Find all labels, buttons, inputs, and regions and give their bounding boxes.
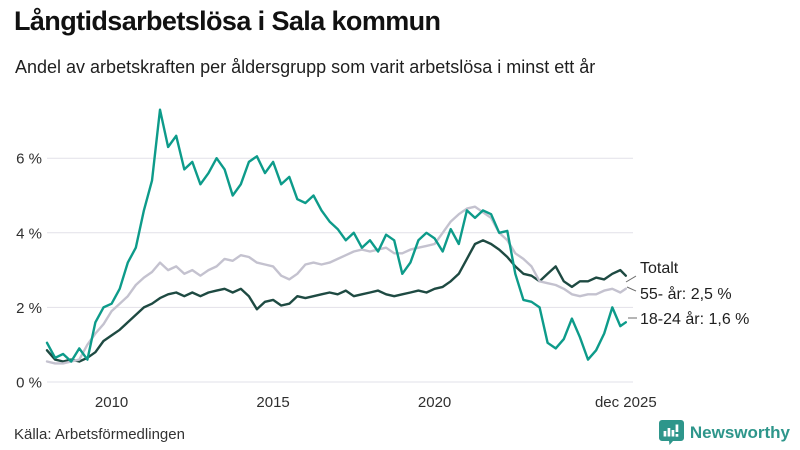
axis-labels: 0 % 2 % 4 % 6 % 2010 2015 2020 dec 2025 — [16, 151, 657, 411]
series-line-55-r — [45, 205, 627, 365]
y-tick-label: 4 % — [16, 225, 42, 242]
end-label-totalt: Totalt — [640, 260, 679, 277]
gridlines — [47, 157, 633, 383]
x-tick-label: 2015 — [256, 394, 289, 411]
leader-totalt — [625, 275, 637, 283]
legend-leader-lines — [625, 275, 637, 319]
leader-55 — [626, 286, 637, 292]
x-tick-label: dec 2025 — [595, 394, 657, 411]
chart-subtitle: Andel av arbetskraften per åldersgrupp s… — [15, 57, 596, 77]
y-tick-label: 0 % — [16, 375, 42, 392]
series-line-totalt — [45, 239, 627, 363]
y-tick-label: 6 % — [16, 151, 42, 168]
x-tick-label: 2010 — [95, 394, 128, 411]
newsworthy-logo-icon — [658, 420, 684, 445]
brand-name: Newsworthy — [689, 422, 790, 442]
logo-bars — [663, 424, 679, 437]
newsworthy-brand: Newsworthy — [658, 419, 790, 446]
x-tick-label: 2020 — [418, 394, 451, 411]
end-label-18-24: 18-24 år: 1,6 % — [640, 311, 750, 328]
y-tick-label: 2 % — [16, 300, 42, 317]
series-line-18-24-r — [45, 108, 627, 363]
logo-bubble — [658, 420, 684, 445]
end-label-55: 55- år: 2,5 % — [640, 286, 732, 303]
source-attribution: Källa: Arbetsförmedlingen — [14, 426, 185, 443]
chart-title: Långtidsarbetslösa i Sala kommun — [14, 6, 441, 36]
chart-series — [45, 108, 627, 365]
line-chart: 0 % 2 % 4 % 6 % 2010 2015 2020 dec 2025 — [16, 108, 657, 411]
